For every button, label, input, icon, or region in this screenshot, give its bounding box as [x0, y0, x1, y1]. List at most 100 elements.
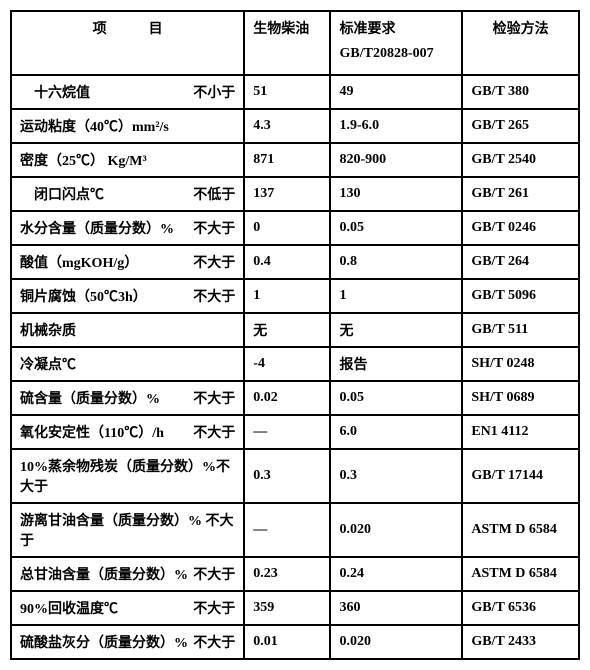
cell-bio: 0.4: [244, 245, 330, 279]
cell-method: GB/T 6536: [462, 591, 579, 625]
cell-item: 密度（25℃） Kg/M³: [11, 143, 244, 177]
spec-table: 项 目 生物柴油 标准要求 GB/T20828-007 检验方法 十六烷值不小于…: [10, 10, 580, 660]
cell-item: 冷凝点℃: [11, 347, 244, 381]
cell-std: 报告: [330, 347, 462, 381]
cell-bio: -4: [244, 347, 330, 381]
cell-bio: —: [244, 415, 330, 449]
cell-std: 0.05: [330, 211, 462, 245]
table-row: 水分含量（质量分数）% 不大于 00.05GB/T 0246: [11, 211, 579, 245]
cell-std: 0.020: [330, 625, 462, 659]
cell-method: GB/T 0246: [462, 211, 579, 245]
header-method: 检验方法: [462, 11, 579, 75]
cell-item: 氧化安定性（110℃）/h不大于: [11, 415, 244, 449]
cell-item: 十六烷值不小于: [11, 75, 244, 109]
item-name: 游离甘油含量（质量分数）% 不大于: [20, 510, 235, 550]
cell-method: SH/T 0689: [462, 381, 579, 415]
cell-std: 无: [330, 313, 462, 347]
cell-bio: 0.01: [244, 625, 330, 659]
table-body: 十六烷值不小于5149GB/T 380运动粘度（40℃）mm²/s4.31.9-…: [11, 75, 579, 659]
cell-std: 360: [330, 591, 462, 625]
cell-item: 总甘油含量（质量分数）%不大于: [11, 557, 244, 591]
table-row: 氧化安定性（110℃）/h不大于—6.0EN1 4112: [11, 415, 579, 449]
item-name: 硫酸盐灰分（质量分数）%: [20, 632, 188, 652]
item-name: 10%蒸余物残炭（质量分数）%不大于: [20, 456, 235, 496]
cell-std: 0.05: [330, 381, 462, 415]
table-row: 90%回收温度℃ 不大于 359360GB/T 6536: [11, 591, 579, 625]
cell-bio: 0.3: [244, 449, 330, 503]
item-name: 运动粘度（40℃）mm²/s: [20, 116, 169, 136]
table-row: 总甘油含量（质量分数）%不大于0.230.24ASTM D 6584: [11, 557, 579, 591]
cell-method: EN1 4112: [462, 415, 579, 449]
cell-item: 10%蒸余物残炭（质量分数）%不大于: [11, 449, 244, 503]
item-qualifier: 不低于: [193, 184, 235, 204]
cell-method: GB/T 380: [462, 75, 579, 109]
item-qualifier: 不小于: [193, 82, 235, 102]
table-row: 酸值（mgKOH/g）不大于0.40.8GB/T 264: [11, 245, 579, 279]
cell-item: 铜片腐蚀（50℃3h） 不大于: [11, 279, 244, 313]
cell-method: GB/T 2433: [462, 625, 579, 659]
item-qualifier: 不大于: [193, 252, 235, 272]
table-row: 铜片腐蚀（50℃3h）不大于11GB/T 5096: [11, 279, 579, 313]
item-name: 闭口闪点℃: [20, 184, 104, 204]
cell-item: 闭口闪点℃ 不低于: [11, 177, 244, 211]
cell-std: 49: [330, 75, 462, 109]
table-row: 硫含量（质量分数）%不大于0.020.05SH/T 0689: [11, 381, 579, 415]
table-row: 10%蒸余物残炭（质量分数）%不大于0.30.3GB/T 17144: [11, 449, 579, 503]
header-bio: 生物柴油: [244, 11, 330, 75]
cell-std: 130: [330, 177, 462, 211]
header-row: 项 目 生物柴油 标准要求 GB/T20828-007 检验方法: [11, 11, 579, 75]
table-row: 运动粘度（40℃）mm²/s4.31.9-6.0GB/T 265: [11, 109, 579, 143]
cell-item: 90%回收温度℃ 不大于: [11, 591, 244, 625]
cell-bio: 137: [244, 177, 330, 211]
table-row: 十六烷值不小于5149GB/T 380: [11, 75, 579, 109]
table-row: 硫酸盐灰分（质量分数）%不大于0.010.020GB/T 2433: [11, 625, 579, 659]
cell-bio: 无: [244, 313, 330, 347]
cell-std: 820-900: [330, 143, 462, 177]
cell-bio: 4.3: [244, 109, 330, 143]
cell-bio: 1: [244, 279, 330, 313]
cell-item: 硫酸盐灰分（质量分数）%不大于: [11, 625, 244, 659]
item-name: 冷凝点℃: [20, 354, 76, 374]
item-qualifier: 不大于: [193, 564, 235, 584]
cell-std: 0.3: [330, 449, 462, 503]
cell-method: ASTM D 6584: [462, 503, 579, 557]
cell-std: 6.0: [330, 415, 462, 449]
header-std: 标准要求 GB/T20828-007: [330, 11, 462, 75]
item-name: 总甘油含量（质量分数）%: [20, 564, 188, 584]
cell-bio: 0.02: [244, 381, 330, 415]
table-row: 冷凝点℃ -4报告SH/T 0248: [11, 347, 579, 381]
cell-method: GB/T 265: [462, 109, 579, 143]
item-qualifier: 不大于: [193, 422, 235, 442]
cell-bio: 359: [244, 591, 330, 625]
table-row: 闭口闪点℃不低于137130GB/T 261: [11, 177, 579, 211]
item-qualifier: 不大于: [193, 632, 235, 652]
cell-method: GB/T 511: [462, 313, 579, 347]
item-name: 硫含量（质量分数）%: [20, 388, 160, 408]
cell-item: 机械杂质: [11, 313, 244, 347]
cell-method: GB/T 2540: [462, 143, 579, 177]
cell-bio: 0: [244, 211, 330, 245]
item-name: 酸值（mgKOH/g）: [20, 252, 138, 272]
cell-std: 0.24: [330, 557, 462, 591]
header-std-l2: GB/T20828-007: [339, 46, 453, 62]
cell-item: 运动粘度（40℃）mm²/s: [11, 109, 244, 143]
cell-bio: —: [244, 503, 330, 557]
item-qualifier: 不大于: [193, 598, 235, 618]
header-std-l1: 标准要求: [339, 18, 453, 38]
cell-std: 1: [330, 279, 462, 313]
cell-item: 游离甘油含量（质量分数）% 不大于: [11, 503, 244, 557]
cell-method: GB/T 264: [462, 245, 579, 279]
cell-item: 硫含量（质量分数）%不大于: [11, 381, 244, 415]
cell-item: 水分含量（质量分数）% 不大于: [11, 211, 244, 245]
cell-method: GB/T 5096: [462, 279, 579, 313]
item-name: 铜片腐蚀（50℃3h）: [20, 286, 147, 306]
item-qualifier: 不大于: [193, 218, 235, 238]
item-qualifier: 不大于: [193, 286, 235, 306]
cell-bio: 871: [244, 143, 330, 177]
item-name: 水分含量（质量分数）%: [20, 218, 174, 238]
cell-bio: 51: [244, 75, 330, 109]
cell-bio: 0.23: [244, 557, 330, 591]
item-name: 密度（25℃） Kg/M³: [20, 150, 147, 170]
item-name: 90%回收温度℃: [20, 598, 118, 618]
cell-method: SH/T 0248: [462, 347, 579, 381]
